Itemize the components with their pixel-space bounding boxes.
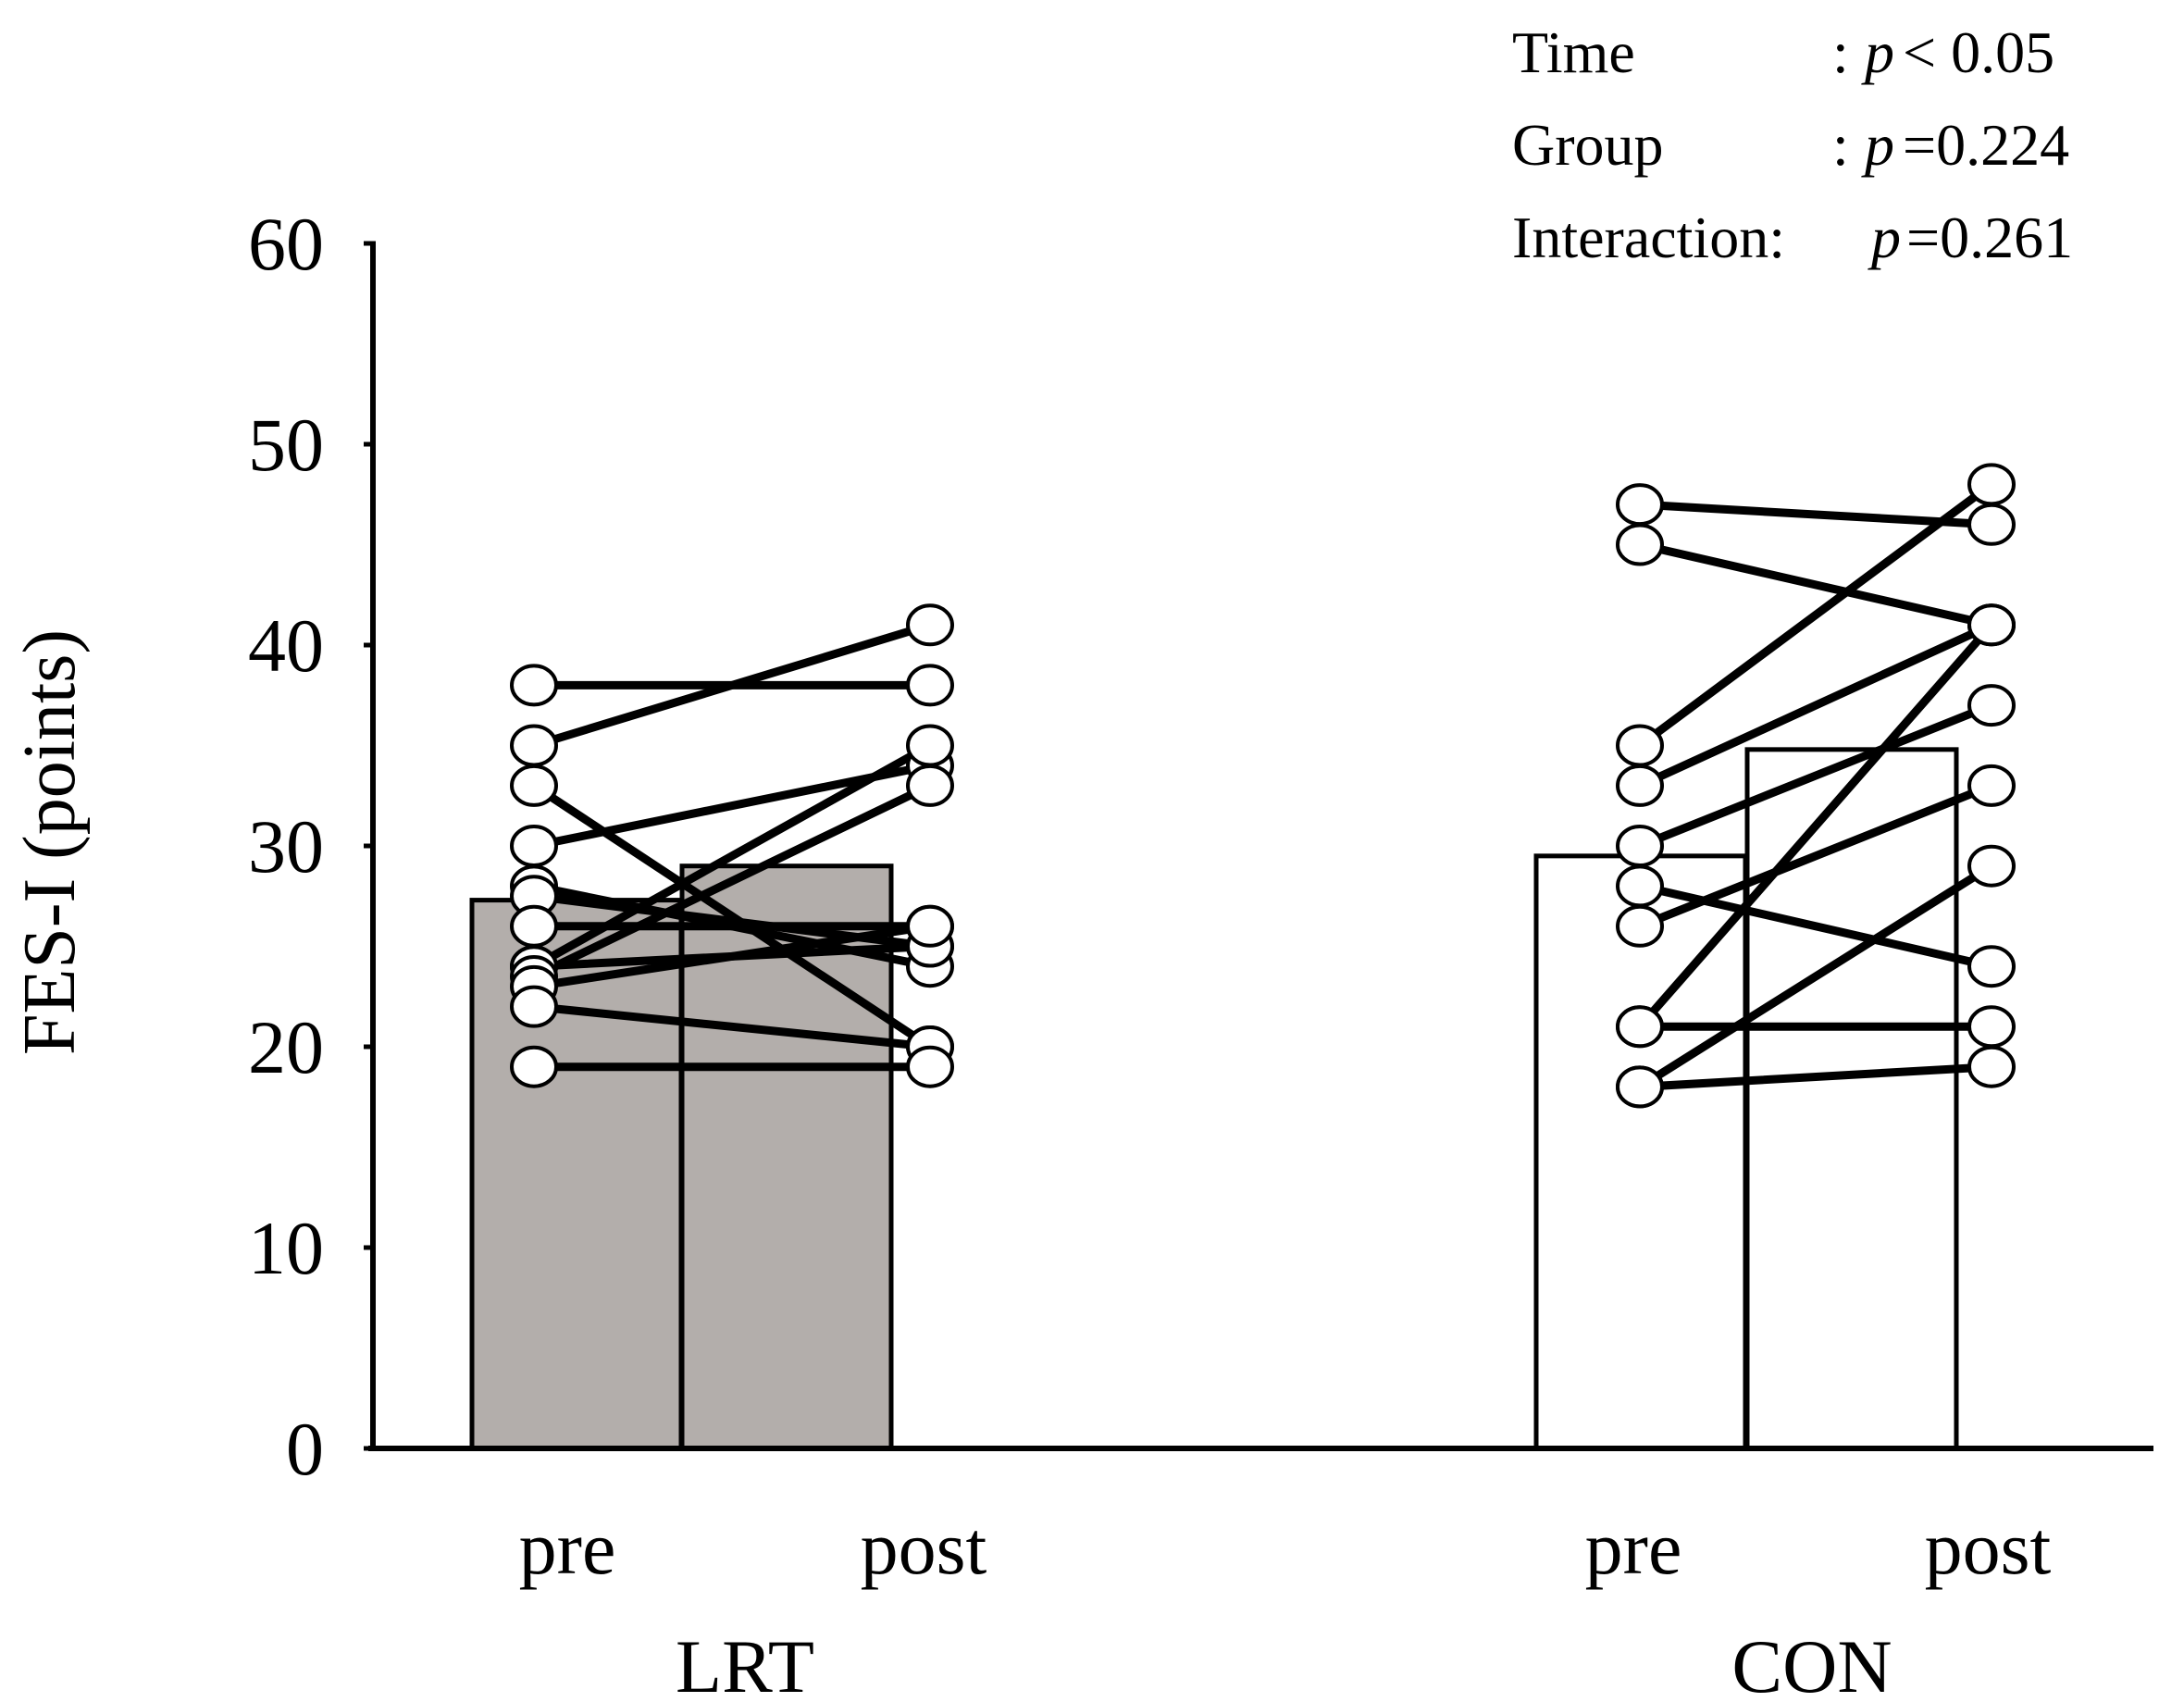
group-label-lrt: LRT	[676, 1624, 814, 1702]
subject-point	[510, 724, 558, 767]
subject-point	[1967, 1005, 2016, 1049]
subject-point	[1616, 1065, 1664, 1109]
stat-group: Group : p =0.224	[1512, 112, 2069, 178]
subject-line	[529, 741, 935, 971]
x-category-label: pre	[519, 1506, 616, 1590]
x-category-label: pre	[1585, 1506, 1682, 1590]
subject-point	[906, 664, 954, 707]
subject-line	[1635, 620, 1996, 1031]
y-tick-label: 50	[248, 403, 324, 487]
subject-point	[1967, 764, 2016, 807]
x-category-label: post	[1925, 1506, 2052, 1590]
subject-point	[1616, 864, 1664, 908]
y-tick-label: 40	[248, 603, 324, 688]
bar-con-post	[1744, 747, 1959, 1451]
subject-point	[906, 724, 954, 767]
y-tick-label: 10	[248, 1206, 324, 1290]
y-tick-label: 30	[248, 804, 324, 888]
subject-line	[1635, 1062, 1996, 1091]
subject-line	[529, 620, 935, 750]
stat-time: Time : p < 0.05	[1512, 19, 2054, 85]
subject-point	[1616, 825, 1664, 867]
subject-point	[1616, 483, 1664, 527]
subject-point	[1616, 1005, 1664, 1049]
subject-point	[510, 904, 558, 948]
subject-point	[906, 904, 954, 948]
subject-point	[906, 603, 954, 647]
subject-line	[529, 1002, 935, 1051]
subject-point	[510, 825, 558, 867]
subject-line	[1635, 701, 1996, 851]
subject-point	[510, 764, 558, 807]
subject-points	[510, 463, 2016, 1109]
subject-line	[529, 922, 935, 991]
subject-lines	[529, 479, 1996, 1091]
subject-point	[1616, 764, 1664, 807]
subject-point	[510, 664, 558, 707]
y-tick-label: 20	[248, 1005, 324, 1089]
y-axis-label: FES-I (points)	[9, 629, 91, 1055]
subject-line	[1635, 540, 1996, 629]
stat-interaction: Interaction: p =0.261	[1512, 205, 2073, 270]
subject-point	[1967, 503, 2016, 546]
subject-point	[1616, 523, 1664, 566]
subject-point	[1967, 684, 2016, 727]
subject-point	[510, 985, 558, 1028]
bars	[469, 747, 1959, 1451]
subject-line	[1635, 862, 1996, 1091]
group-label-con: CON	[1731, 1624, 1892, 1702]
subject-line	[1635, 479, 1996, 750]
bar-lrt-pre	[469, 898, 684, 1451]
y-tick-label: 60	[248, 202, 324, 286]
subject-point	[906, 1045, 954, 1088]
subject-line	[1635, 500, 1996, 529]
subject-line	[1635, 620, 1996, 790]
y-tick-label: 0	[286, 1407, 324, 1491]
x-category-labels: pre post LRT pre post CON	[519, 1506, 2052, 1702]
subject-line	[1635, 781, 1996, 931]
subject-point	[1967, 945, 2016, 988]
subject-point	[1967, 844, 2016, 888]
subject-point	[1616, 724, 1664, 767]
subject-point	[510, 1045, 558, 1088]
subject-point	[1967, 463, 2016, 506]
subject-line	[529, 781, 935, 981]
subject-point	[906, 764, 954, 807]
stats-annotation: Time : p < 0.05 Group : p =0.224 Interac…	[1512, 19, 2073, 270]
x-category-label: post	[861, 1506, 987, 1590]
y-ticks: 0 10 20 30 40 50 60	[248, 202, 376, 1491]
subject-point	[1967, 603, 2016, 647]
subject-point	[1967, 1045, 2016, 1088]
bar-lrt-post	[679, 863, 894, 1451]
subject-point	[1616, 904, 1664, 948]
